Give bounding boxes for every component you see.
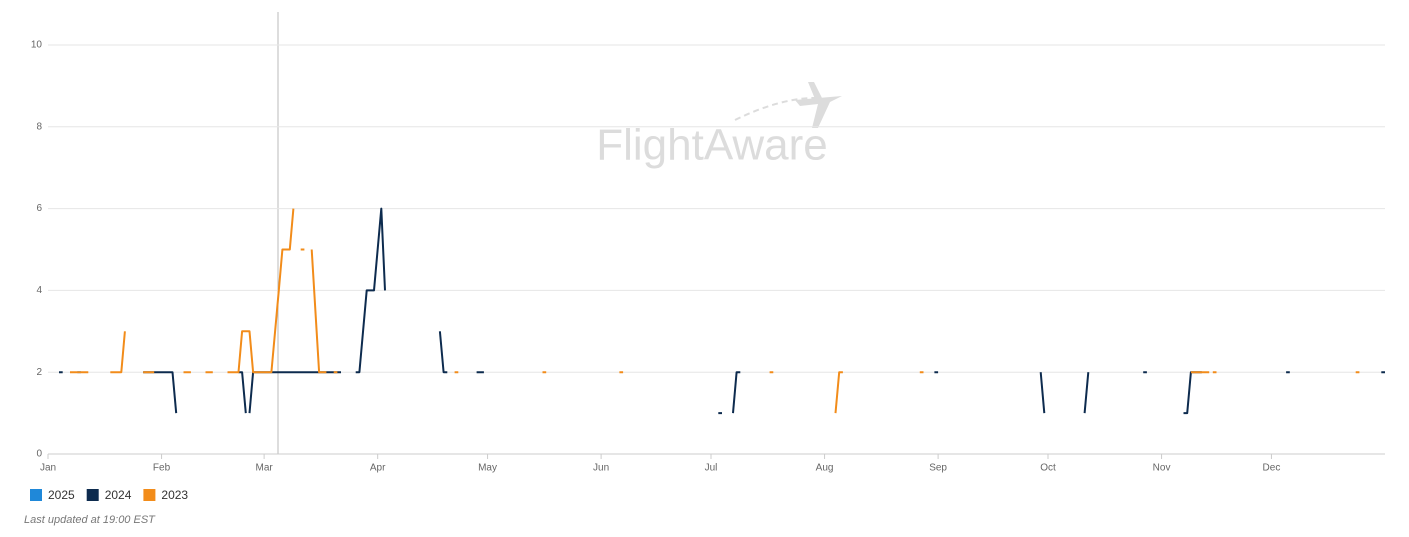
x-tick-label: Feb [153, 463, 171, 474]
x-tick-label: May [478, 463, 497, 474]
x-tick-label: Aug [816, 463, 834, 474]
x-tick-label: Sep [929, 463, 947, 474]
legend-item: 2024 [86, 488, 132, 502]
y-tick-label: 6 [36, 203, 42, 214]
y-tick-label: 8 [36, 121, 42, 132]
x-tick-label: Mar [256, 463, 274, 474]
y-tick-label: 0 [36, 449, 42, 460]
footnote: Last updated at 19:00 EST [24, 514, 156, 526]
x-tick-label: Oct [1040, 463, 1056, 474]
x-tick-label: Apr [370, 463, 386, 474]
watermark-plane [795, 82, 842, 128]
legend-swatch [86, 489, 99, 501]
x-tick-label: Dec [1263, 463, 1281, 474]
legend-swatch [143, 489, 156, 501]
legend-label: 2023 [161, 488, 188, 502]
legend-swatch [30, 489, 42, 501]
y-tick-label: 10 [31, 40, 43, 51]
x-tick-label: Jan [40, 463, 56, 474]
y-tick-label: 2 [36, 367, 42, 378]
y-tick-label: 4 [36, 285, 42, 296]
legend-item: 2023 [143, 488, 188, 502]
legend-label: 2025 [48, 488, 75, 502]
legend-label: 2024 [105, 488, 132, 502]
series-line [59, 207, 1385, 415]
x-tick-label: Jun [593, 463, 609, 474]
x-tick-label: Nov [1153, 463, 1171, 474]
legend-item: 2025 [30, 488, 75, 502]
watermark-trail [734, 97, 816, 121]
watermark: FlightAware [596, 121, 828, 170]
series-line [70, 208, 1360, 414]
x-tick-label: Jul [705, 463, 718, 474]
